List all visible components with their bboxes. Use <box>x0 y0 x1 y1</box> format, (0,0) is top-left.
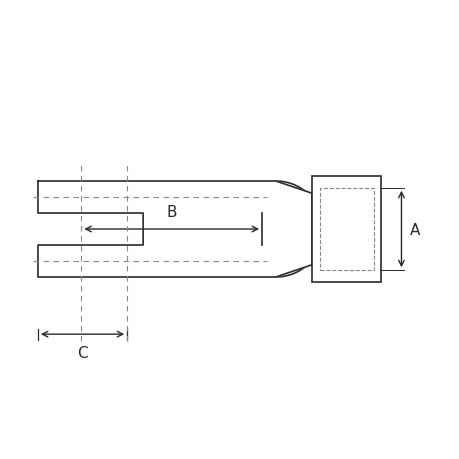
Bar <box>312 177 380 282</box>
Text: C: C <box>77 345 88 360</box>
Polygon shape <box>38 182 323 277</box>
Text: A: A <box>409 222 419 237</box>
Polygon shape <box>275 182 312 277</box>
Text: B: B <box>166 205 177 219</box>
Bar <box>319 189 373 270</box>
